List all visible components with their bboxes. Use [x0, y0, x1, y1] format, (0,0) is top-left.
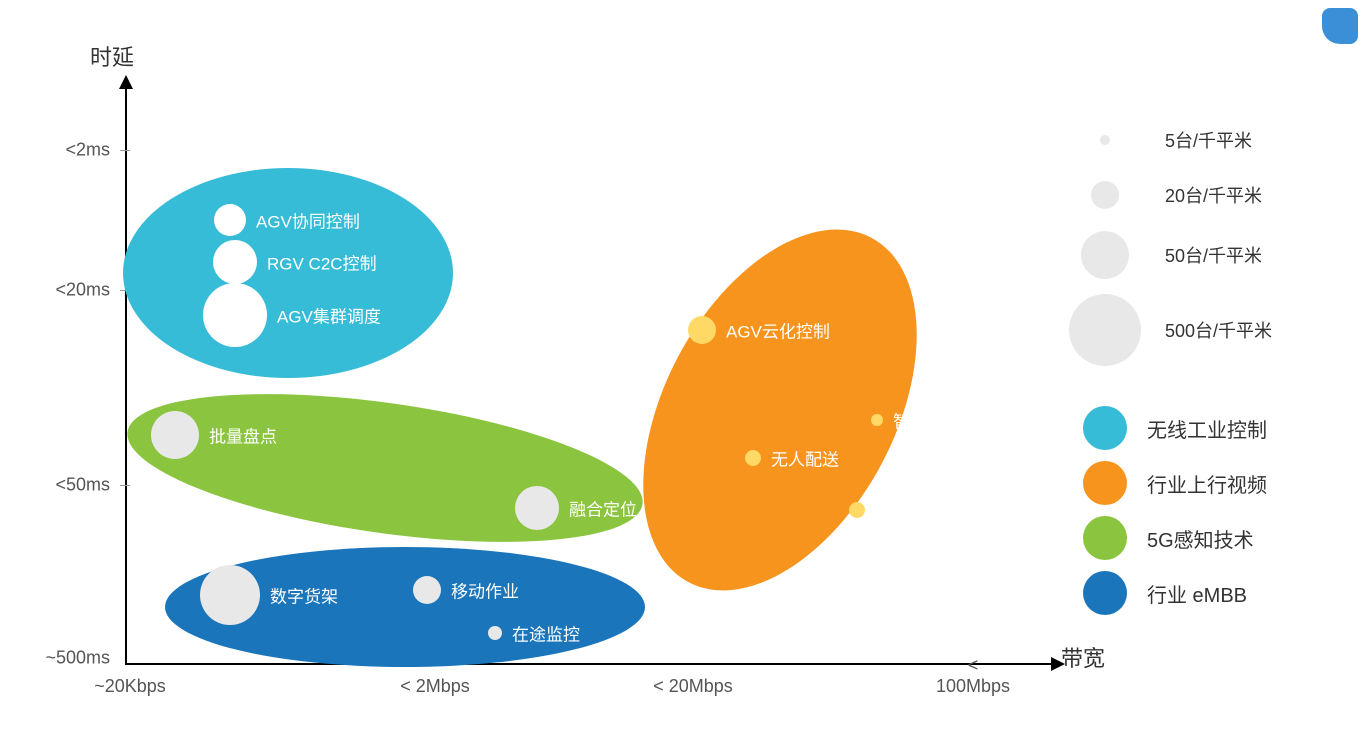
- y-tick: [120, 485, 130, 486]
- bubble-point: [871, 414, 883, 426]
- y-axis-arrow-icon: [119, 75, 133, 89]
- x-axis-line: [125, 663, 1055, 665]
- bubble-label: 在途监控: [512, 621, 580, 646]
- y-tick-label: <50ms: [55, 475, 110, 496]
- y-tick: [120, 150, 130, 151]
- bubble-label: 智能拣选: [893, 408, 961, 433]
- legend-color-swatch: [1083, 461, 1127, 505]
- legend-size-dot: [1100, 135, 1110, 145]
- x-tick-label: ~20Kbps: [94, 676, 166, 697]
- x-tick-label: < 2Mbps: [400, 676, 470, 697]
- legend-color-label: 无线工业控制: [1147, 414, 1267, 443]
- bubble-chart: 时延 带宽 <2ms <20ms <50ms ~500ms ~20Kbps < …: [0, 0, 1366, 740]
- bubble-label: 融合定位: [569, 496, 637, 521]
- legend-size-label: 50台/千平米: [1165, 242, 1262, 268]
- legend-size-label: 5台/千平米: [1165, 127, 1252, 153]
- cluster-5g-sensing: [118, 367, 651, 568]
- legend-color-label: 行业 eMBB: [1147, 579, 1247, 608]
- bubble-point: [515, 486, 559, 530]
- bubble-label: 无人配送: [771, 446, 839, 471]
- bubble-point: [200, 565, 260, 625]
- y-tick-label: <2ms: [65, 140, 110, 161]
- bubble-point: [151, 411, 199, 459]
- x-tick-label: < 20Mbps: [653, 676, 733, 697]
- bubble-label: 移动作业: [451, 578, 519, 603]
- corner-badge-icon: [1322, 8, 1358, 44]
- legend-color-item: 无线工业控制: [1083, 406, 1326, 450]
- bubble-label: AGV集群调度: [277, 303, 381, 328]
- bubble-label: RGV C2C控制: [267, 250, 377, 275]
- legend-size-dot: [1091, 181, 1119, 209]
- legend-color-swatch: [1083, 571, 1127, 615]
- bubble-point: [849, 502, 865, 518]
- bubble-label: 批量盘点: [209, 423, 277, 448]
- legend-size-label: 20台/千平米: [1165, 182, 1262, 208]
- legend-size-dot: [1069, 294, 1141, 366]
- y-tick-label: ~500ms: [45, 648, 110, 669]
- y-axis-title: 时延: [90, 40, 134, 72]
- legend-color-label: 5G感知技术: [1147, 524, 1254, 553]
- bubble-label: 数字货架: [270, 583, 338, 608]
- legend-color-swatch: [1083, 516, 1127, 560]
- y-tick-label: <20ms: [55, 280, 110, 301]
- bubble-label: AGV云化控制: [726, 318, 830, 343]
- x-tick-label: < 100Mbps: [932, 655, 1014, 697]
- bubble-point: [413, 576, 441, 604]
- bubble-point: [745, 450, 761, 466]
- legend-color-swatch: [1083, 406, 1127, 450]
- legend-color-item: 行业上行视频: [1083, 461, 1326, 505]
- legend-size-label: 500台/千平米: [1165, 317, 1272, 343]
- bubble-label: 机器视觉: [875, 498, 943, 523]
- bubble-point: [688, 316, 716, 344]
- bubble-point: [213, 240, 257, 284]
- bubble-label: AGV协同控制: [256, 208, 360, 233]
- legend-color-label: 行业上行视频: [1147, 469, 1267, 498]
- legend-color-item: 行业 eMBB: [1083, 571, 1326, 615]
- legend-size-dot: [1081, 231, 1129, 279]
- y-axis-line: [125, 85, 127, 665]
- bubble-point: [203, 283, 267, 347]
- plot-area: 时延 带宽 <2ms <20ms <50ms ~500ms ~20Kbps < …: [125, 90, 1055, 665]
- bubble-point: [488, 626, 502, 640]
- bubble-point: [214, 204, 246, 236]
- legend-color-item: 5G感知技术: [1083, 516, 1326, 560]
- x-axis-title: 带宽: [1061, 641, 1105, 673]
